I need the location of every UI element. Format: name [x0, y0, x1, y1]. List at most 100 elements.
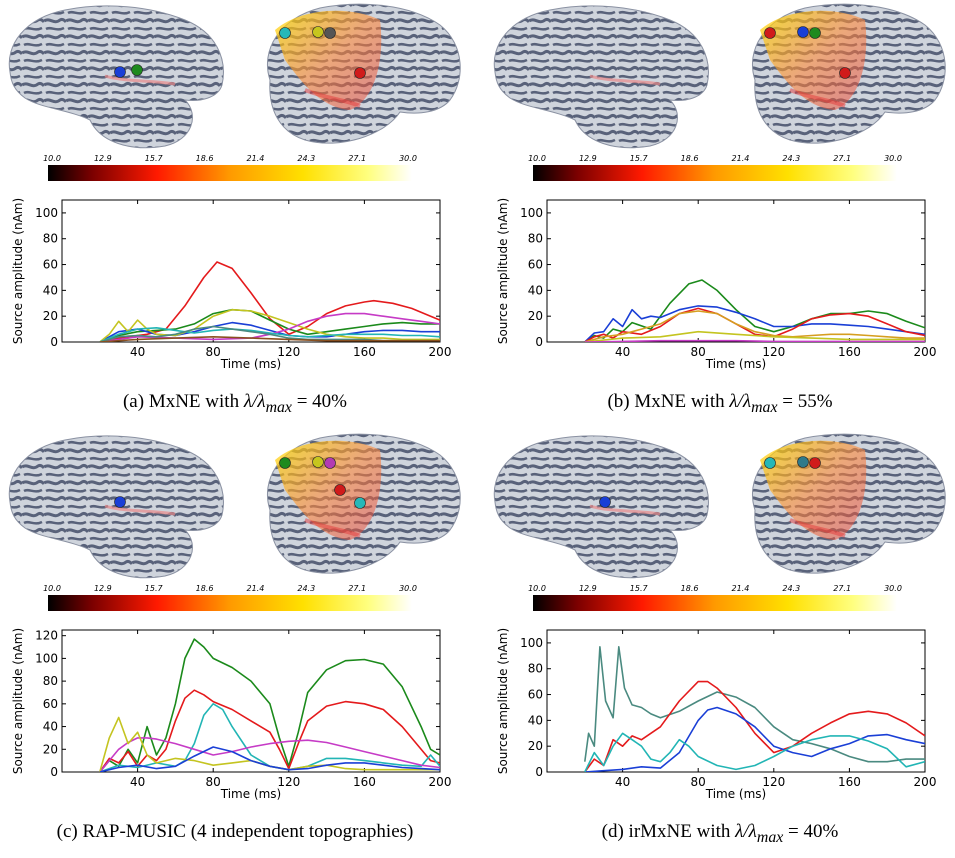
caption-suffix: = 55% — [777, 391, 833, 412]
colorbar-tick-label: 12.9 — [579, 154, 597, 163]
y-tick-label: 100 — [520, 636, 543, 650]
caption-math: λ/λ — [729, 391, 752, 412]
panel-svg: 10.0 12.9 15.7 18.6 21.4 24.3 27.1 30.0 40 80 120 1… — [8, 433, 461, 801]
colorbar-tick-label: 21.4 — [247, 584, 265, 593]
colorbar-tick-label: 12.9 — [579, 584, 597, 593]
series-line — [99, 308, 440, 342]
panel-d: 10.0 12.9 15.7 18.6 21.4 24.3 27.1 30.0 40 80 120 1… — [485, 430, 955, 855]
colorbar-tick-label: 18.6 — [196, 154, 214, 163]
x-tick-label: 40 — [615, 775, 630, 789]
source-dot — [797, 456, 809, 468]
series-line — [99, 746, 440, 772]
x-axis-label: Time (ms) — [705, 787, 767, 801]
activation-overlay — [760, 10, 867, 111]
series-line — [584, 330, 925, 342]
plot-frame — [61, 199, 441, 343]
caption: (c) RAP-MUSIC (4 independent topographie… — [0, 821, 470, 843]
line-chart: 40 80 120 160 200 0 20 40 60 80 100 Time (ms) Source… — [11, 198, 451, 371]
panel-c: 10.0 12.9 15.7 18.6 21.4 24.3 27.1 30.0 40 80 120 1… — [0, 430, 470, 855]
y-tick-label: 0 — [535, 335, 543, 349]
series-line — [584, 339, 925, 342]
y-axis-label: Source amplitude (nAm) — [496, 198, 510, 344]
colorbar: 10.0 12.9 15.7 18.6 21.4 24.3 27.1 30.0 — [528, 154, 902, 181]
y-axis-label: Source amplitude (nAm) — [496, 628, 510, 774]
line-chart: 40 80 120 160 200 0 20 40 60 80 100 Time (ms) Source… — [496, 198, 936, 371]
plot-frame — [546, 629, 926, 773]
colorbar-tick-label: 18.6 — [681, 584, 699, 593]
x-tick-label: 160 — [838, 775, 861, 789]
colorbar-tick-label: 15.7 — [145, 584, 164, 593]
y-tick-label: 0 — [50, 765, 58, 779]
x-tick-label: 200 — [429, 775, 452, 789]
colorbar-tick-label: 30.0 — [884, 154, 902, 163]
y-tick-label: 80 — [43, 674, 58, 688]
series-line — [584, 680, 925, 772]
y-tick-label: 120 — [35, 629, 58, 643]
source-dot — [279, 27, 291, 39]
y-tick-label: 0 — [535, 765, 543, 779]
x-tick-label: 120 — [762, 775, 785, 789]
y-tick-label: 60 — [43, 258, 58, 272]
y-tick-label: 100 — [35, 206, 58, 220]
y-tick-label: 20 — [528, 309, 543, 323]
y-tick-label: 80 — [528, 232, 543, 246]
colorbar-tick-label: 24.3 — [297, 584, 315, 593]
left-hemisphere — [8, 5, 224, 149]
caption-prefix: (b) MxNE with — [607, 391, 730, 412]
series-line — [99, 308, 440, 342]
series-line — [99, 689, 440, 772]
y-tick-label: 40 — [43, 283, 58, 297]
plot-frame — [61, 629, 441, 773]
colorbar-tick-label: 10.0 — [43, 154, 61, 163]
series-line — [584, 706, 925, 772]
series-line — [99, 335, 440, 342]
colorbar-tick-label: 24.3 — [297, 154, 315, 163]
y-axis-label: Source amplitude (nAm) — [11, 198, 25, 344]
source-dot — [354, 67, 366, 79]
colorbar-tick-label: 10.0 — [528, 584, 546, 593]
x-tick-label: 80 — [206, 345, 221, 359]
colorbar-tick-label: 15.7 — [630, 584, 649, 593]
caption-prefix: (c) RAP-MUSIC (4 independent topographie… — [56, 821, 414, 842]
colorbar-tick-label: 10.0 — [43, 584, 61, 593]
y-tick-label: 40 — [43, 720, 58, 734]
colorbar-tick-label: 18.6 — [196, 584, 214, 593]
source-dot — [279, 457, 291, 469]
colorbar-tick-label: 10.0 — [528, 154, 546, 163]
colorbar-tick-label: 27.1 — [833, 154, 851, 163]
series-line — [99, 312, 440, 342]
x-tick-label: 80 — [691, 345, 706, 359]
caption-sub: max — [751, 398, 778, 416]
x-tick-label: 120 — [762, 345, 785, 359]
activation-streak — [104, 74, 176, 86]
y-tick-label: 100 — [35, 651, 58, 665]
colorbar-tick-label: 27.1 — [348, 154, 366, 163]
colorbar-tick-label: 21.4 — [732, 154, 750, 163]
activation-streak — [789, 88, 846, 108]
left-hemisphere — [493, 5, 709, 149]
panel-svg: 10.0 12.9 15.7 18.6 21.4 24.3 27.1 30.0 40 80 120 1… — [493, 433, 946, 801]
x-tick-label: 160 — [838, 345, 861, 359]
x-tick-label: 200 — [914, 345, 937, 359]
source-dot — [312, 456, 324, 468]
colorbar-tick-label: 12.9 — [94, 154, 112, 163]
colorbar-tick-label: 21.4 — [732, 584, 750, 593]
colorbar: 10.0 12.9 15.7 18.6 21.4 24.3 27.1 30.0 — [528, 584, 902, 611]
y-tick-label: 20 — [43, 309, 58, 323]
source-dot — [324, 27, 336, 39]
panel-a: 10.0 12.9 15.7 18.6 21.4 24.3 27.1 30.0 40 80 120 1… — [0, 0, 470, 425]
panel-svg: 10.0 12.9 15.7 18.6 21.4 24.3 27.1 30.0 40 80 120 1… — [8, 3, 461, 371]
y-tick-label: 60 — [528, 258, 543, 272]
caption-suffix: = 40% — [291, 391, 347, 412]
source-dot — [354, 497, 366, 509]
colorbar-tick-label: 30.0 — [399, 154, 417, 163]
source-dot — [599, 496, 611, 508]
panel-svg: 10.0 12.9 15.7 18.6 21.4 24.3 27.1 30.0 40 80 120 1… — [493, 3, 946, 371]
x-tick-label: 40 — [130, 345, 145, 359]
activation-overlay — [275, 10, 382, 111]
colorbar-tick-label: 27.1 — [348, 584, 366, 593]
activation-overlay — [760, 440, 867, 540]
source-dot — [324, 457, 336, 469]
activation-streak — [104, 504, 176, 516]
colorbar-gradient — [533, 595, 897, 611]
